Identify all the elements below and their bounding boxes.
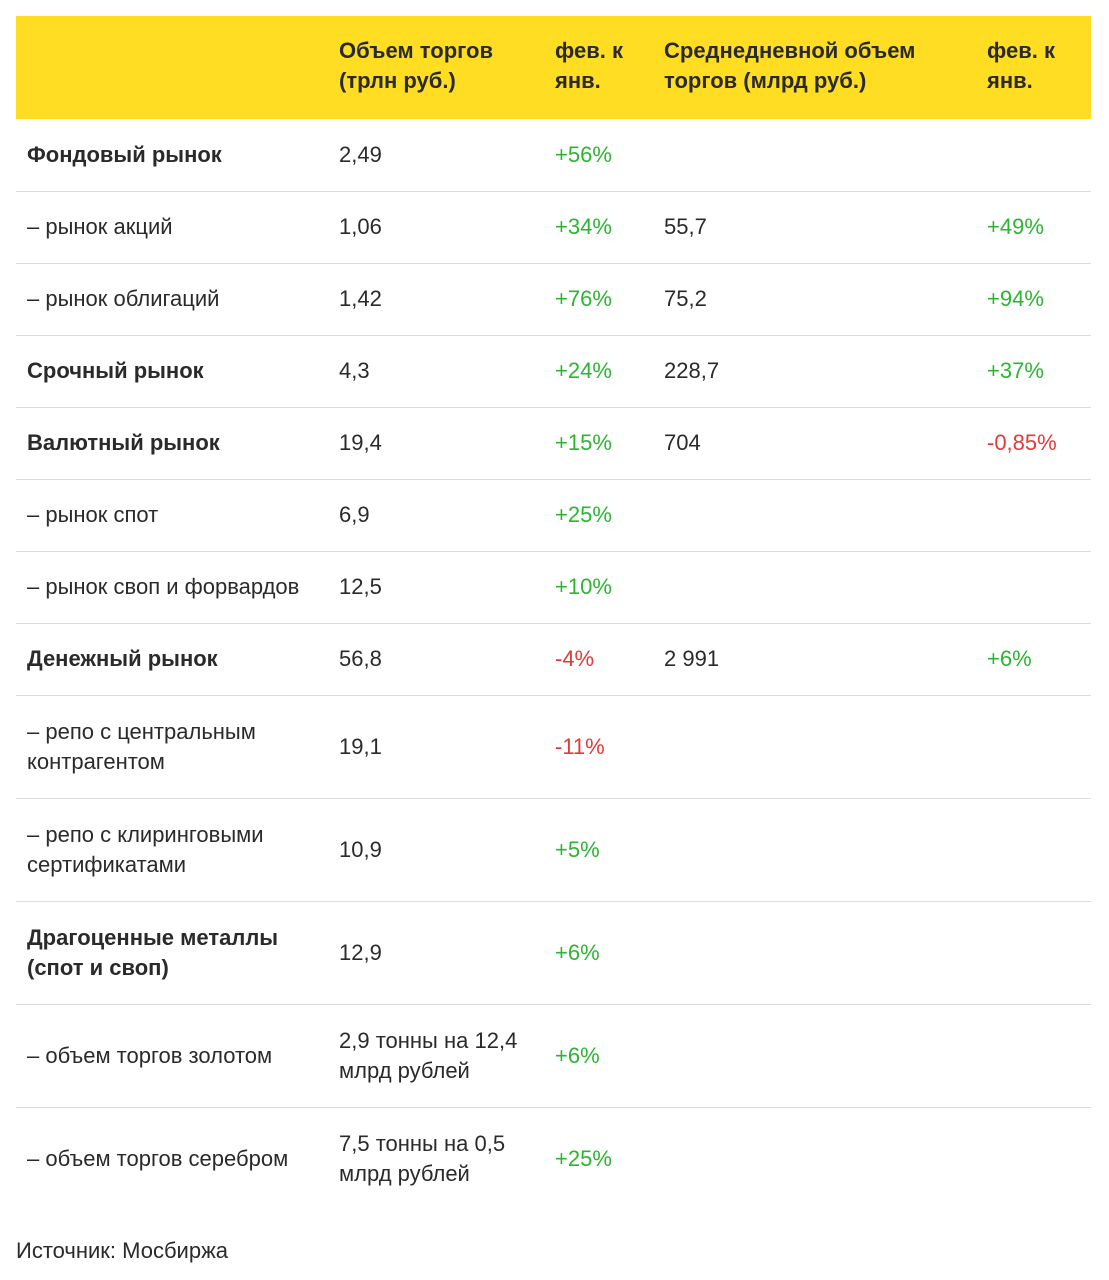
market-volume-table-container: Объем торгов (трлн руб.) фев. к янв. Сре… — [16, 16, 1091, 1210]
header-daily-change: фев. к янв. — [987, 37, 1055, 93]
row-daily-volume: 2 991 — [653, 623, 976, 696]
row-label: – рынок спот — [16, 479, 328, 552]
table-header: Объем торгов (трлн руб.) фев. к янв. Сре… — [16, 16, 1091, 119]
row-daily-change — [976, 695, 1091, 799]
row-daily-change: +37% — [976, 335, 1091, 408]
header-volume: Объем торгов (трлн руб.) — [339, 37, 493, 93]
row-volume: 1,42 — [328, 263, 544, 336]
row-label: Фондовый рынок — [16, 119, 328, 192]
row-daily-volume — [653, 119, 976, 192]
row-change: +25% — [555, 1145, 612, 1171]
row-change: +34% — [544, 191, 653, 264]
market-volume-table: Объем торгов (трлн руб.) фев. к янв. Сре… — [16, 16, 1091, 1210]
row-change: -11% — [544, 695, 653, 799]
row-label: Валютный рынок — [16, 407, 328, 480]
row-volume: 2,9 тонны на 12,4 млрд рублей — [328, 1004, 544, 1108]
row-daily-change — [976, 479, 1091, 552]
row-daily-volume — [653, 1107, 976, 1210]
row-volume: 19,4 — [328, 407, 544, 480]
row-volume: 2,49 — [328, 119, 544, 192]
row-volume: 12,5 — [328, 551, 544, 624]
source-note: Источник: Мосбиржа — [16, 1238, 229, 1263]
row-label: – объем торгов серебром — [27, 1145, 289, 1171]
row-volume: 10,9 — [328, 798, 544, 902]
table-row: – объем торгов золотом 2,9 тонны на 12,4… — [16, 1004, 1091, 1108]
row-label: Срочный рынок — [16, 335, 328, 408]
row-change: +5% — [544, 798, 653, 902]
row-change: +24% — [544, 335, 653, 408]
row-volume: 7,5 тонны на 0,5 млрд рублей — [339, 1130, 506, 1186]
row-daily-volume: 228,7 — [653, 335, 976, 408]
row-daily-volume: 75,2 — [653, 263, 976, 336]
table-row: – репо с центральным контрагентом 19,1 -… — [16, 695, 1091, 799]
row-change: +56% — [544, 119, 653, 192]
row-change: +10% — [544, 551, 653, 624]
table-body: Фондовый рынок 2,49 +56% – рынок акций 1… — [16, 119, 1091, 1210]
row-change: +25% — [544, 479, 653, 552]
row-daily-change — [976, 798, 1091, 902]
table-row: – рынок облигаций 1,42 +76% 75,2 +94% — [16, 263, 1091, 336]
table-row: – репо с клиринговыми сертификатами 10,9… — [16, 798, 1091, 902]
row-daily-change: +49% — [976, 191, 1091, 264]
row-daily-change: +6% — [976, 623, 1091, 696]
table-row: – объем торгов серебром 7,5 тонны на 0,5… — [16, 1107, 1091, 1210]
table-row: Драгоценные металлы (спот и своп) 12,9 +… — [16, 901, 1091, 1005]
row-daily-volume — [653, 551, 976, 624]
row-change: +6% — [544, 901, 653, 1005]
row-daily-volume — [653, 695, 976, 799]
row-daily-change: -0,85% — [976, 407, 1091, 480]
row-daily-volume — [653, 901, 976, 1005]
header-row: Объем торгов (трлн руб.) фев. к янв. Сре… — [16, 16, 1091, 119]
header-market — [16, 16, 328, 119]
table-row: Срочный рынок 4,3 +24% 228,7 +37% — [16, 335, 1091, 408]
row-daily-volume — [653, 798, 976, 902]
row-label: – объем торгов золотом — [16, 1004, 328, 1108]
header-daily-volume: Среднедневной объем торгов (млрд руб.) — [664, 37, 916, 93]
row-daily-change: +94% — [976, 263, 1091, 336]
row-label: – репо с центральным контрагентом — [16, 695, 328, 799]
row-daily-change — [976, 1004, 1091, 1108]
row-volume: 56,8 — [328, 623, 544, 696]
row-label: – рынок акций — [16, 191, 328, 264]
row-daily-volume: 704 — [653, 407, 976, 480]
row-daily-change — [976, 1107, 1091, 1210]
row-change: -4% — [544, 623, 653, 696]
row-daily-volume — [653, 1004, 976, 1108]
table-row: – рынок спот 6,9 +25% — [16, 479, 1091, 552]
table-row: Денежный рынок 56,8 -4% 2 991 +6% — [16, 623, 1091, 696]
table-row: – рынок акций 1,06 +34% 55,7 +49% — [16, 191, 1091, 264]
row-change: +6% — [544, 1004, 653, 1108]
row-daily-change — [976, 551, 1091, 624]
row-label: – рынок облигаций — [16, 263, 328, 336]
row-volume: 12,9 — [328, 901, 544, 1005]
row-volume: 19,1 — [328, 695, 544, 799]
row-volume: 1,06 — [328, 191, 544, 264]
row-change: +76% — [544, 263, 653, 336]
row-daily-change — [976, 119, 1091, 192]
row-change: +15% — [544, 407, 653, 480]
header-volume-change: фев. к янв. — [555, 37, 623, 93]
table-row: Фондовый рынок 2,49 +56% — [16, 119, 1091, 192]
row-label: – репо с клиринговыми сертификатами — [16, 798, 328, 902]
row-label: Денежный рынок — [16, 623, 328, 696]
row-label: Драгоценные металлы (спот и своп) — [16, 901, 328, 1005]
row-daily-volume: 55,7 — [653, 191, 976, 264]
row-label: – рынок своп и форвардов — [16, 551, 328, 624]
table-row: – рынок своп и форвардов 12,5 +10% — [16, 551, 1091, 624]
row-volume: 4,3 — [328, 335, 544, 408]
row-daily-volume — [653, 479, 976, 552]
table-row: Валютный рынок 19,4 +15% 704 -0,85% — [16, 407, 1091, 480]
row-daily-change — [976, 901, 1091, 1005]
row-volume: 6,9 — [328, 479, 544, 552]
